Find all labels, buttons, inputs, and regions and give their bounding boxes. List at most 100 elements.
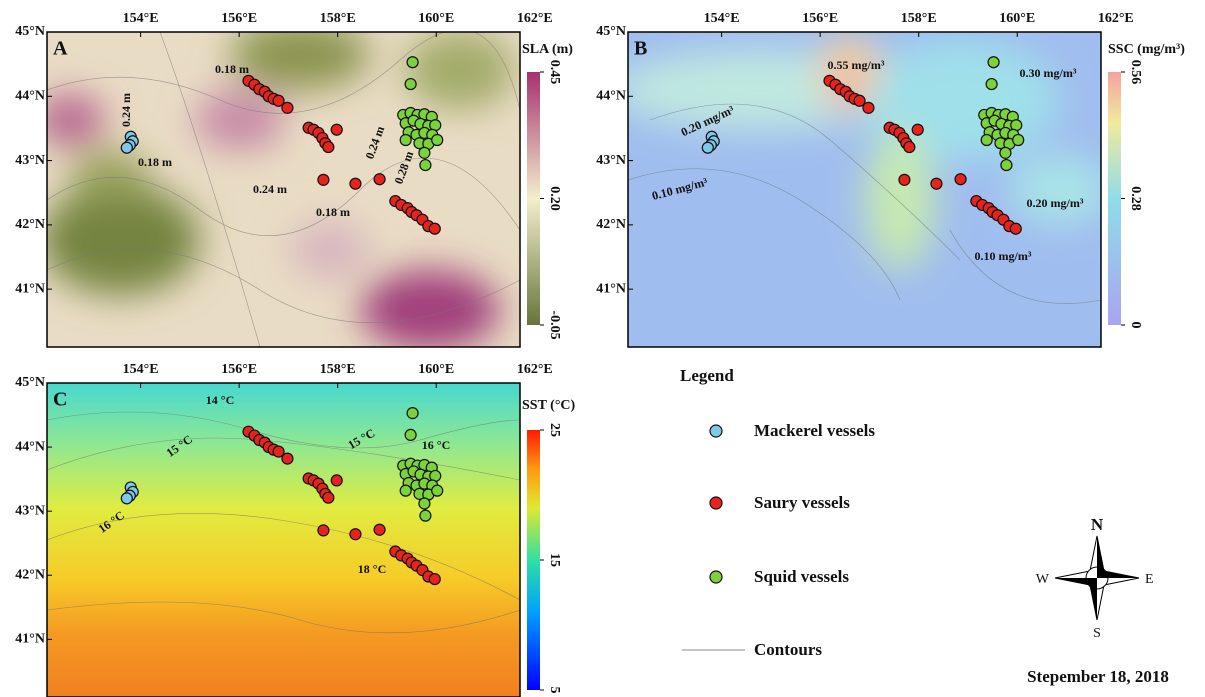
colorbar: [527, 72, 540, 325]
legend-label: Squid vessels: [754, 567, 849, 586]
vessel-point: [323, 142, 334, 153]
vessel-point: [419, 498, 430, 509]
vessel-point: [931, 178, 942, 189]
sst-field: [47, 383, 520, 697]
vessel-point: [702, 142, 713, 153]
lat-tick-label: 45°N: [15, 375, 45, 390]
contour-label: 0.18 m: [138, 155, 172, 169]
lat-tick-label: 43°N: [15, 153, 45, 168]
vessel-point: [432, 135, 443, 146]
vessel-point: [374, 174, 385, 185]
vessel-point: [420, 160, 431, 171]
compass: N S E W: [1036, 515, 1154, 641]
legend-marker: [710, 571, 722, 583]
vessel-point: [400, 135, 411, 146]
contour-label: 0.24 m: [119, 93, 133, 127]
panel-letter: C: [53, 389, 67, 411]
legend-label: Mackerel vessels: [754, 421, 875, 440]
colorbar-label: SLA (m): [522, 42, 573, 57]
colorbar-tick-label: 0.56: [1128, 60, 1143, 85]
legend-marker: [710, 425, 722, 437]
lat-tick-label: 45°N: [596, 24, 626, 39]
lon-tick-label: 156°E: [221, 362, 257, 377]
vessel-point: [400, 485, 411, 496]
lon-tick-label: 160°E: [999, 11, 1035, 26]
colorbar-tick-label: 0.45: [547, 60, 562, 85]
lon-tick-label: 154°E: [123, 11, 159, 26]
legend-contour-label: Contours: [754, 640, 822, 659]
vessel-point: [419, 147, 430, 158]
vessel-point: [420, 510, 431, 521]
contour-label: 0.20 mg/m³: [1027, 196, 1084, 210]
vessel-point: [282, 453, 293, 464]
vessel-point: [318, 174, 329, 185]
vessel-point: [350, 178, 361, 189]
panel-letter: B: [634, 38, 647, 60]
vessel-point: [981, 135, 992, 146]
vessel-point: [350, 529, 361, 540]
colorbar-label: SSC (mg/m³): [1108, 42, 1185, 57]
lon-tick-label: 162°E: [517, 11, 553, 26]
lon-tick-label: 162°E: [517, 362, 553, 377]
contour-label: 0.55 mg/m³: [828, 58, 885, 72]
legend-marker: [710, 497, 722, 509]
lon-tick-label: 160°E: [418, 11, 454, 26]
colorbar-tick-label: 5: [547, 687, 562, 694]
lon-tick-label: 156°E: [802, 11, 838, 26]
colorbar-tick-label: 0: [1128, 322, 1143, 329]
vessel-point: [121, 142, 132, 153]
vessel-point: [863, 102, 874, 113]
compass-w: W: [1036, 572, 1050, 587]
vessel-point: [1000, 147, 1011, 158]
colorbar: [527, 430, 540, 690]
vessel-point: [282, 102, 293, 113]
contour-label: 16 °C: [422, 438, 450, 452]
vessel-point: [986, 79, 997, 90]
vessel-point: [407, 57, 418, 68]
lat-tick-label: 41°N: [15, 632, 45, 647]
lat-tick-label: 43°N: [596, 153, 626, 168]
lat-tick-label: 42°N: [596, 217, 626, 232]
vessel-point: [1001, 160, 1012, 171]
contour-label: 0.10 mg/m³: [975, 249, 1032, 263]
lon-tick-label: 160°E: [418, 362, 454, 377]
compass-s: S: [1093, 626, 1101, 641]
contour-label: 0.30 mg/m³: [1020, 66, 1077, 80]
contour-label: 14 °C: [206, 393, 234, 407]
vessel-point: [121, 493, 132, 504]
contour-label: 0.18 m: [316, 205, 350, 219]
compass-n: N: [1091, 515, 1104, 534]
colorbar-tick-label: -0.05: [547, 310, 562, 339]
lat-tick-label: 42°N: [15, 567, 45, 582]
vessel-point: [323, 492, 334, 503]
lat-tick-label: 45°N: [15, 24, 45, 39]
lon-tick-label: 156°E: [221, 11, 257, 26]
lat-tick-label: 43°N: [15, 503, 45, 518]
legend-label: Saury vessels: [754, 493, 850, 512]
contour-label: 0.24 m: [253, 182, 287, 196]
lon-tick-label: 158°E: [901, 11, 937, 26]
lon-tick-label: 158°E: [320, 362, 356, 377]
vessel-point: [331, 475, 342, 486]
lat-tick-label: 42°N: [15, 217, 45, 232]
vessel-point: [988, 57, 999, 68]
colorbar-tick-label: 25: [547, 423, 562, 437]
lat-tick-label: 41°N: [596, 281, 626, 296]
vessel-point: [1013, 135, 1024, 146]
colorbar-tick-label: 0.20: [547, 186, 562, 211]
vessel-point: [429, 574, 440, 585]
vessel-point: [374, 524, 385, 535]
colorbar: [1108, 72, 1121, 325]
lat-tick-label: 44°N: [15, 89, 45, 104]
vessel-point: [912, 124, 923, 135]
vessel-point: [432, 485, 443, 496]
vessel-point: [318, 525, 329, 536]
vessel-point: [429, 223, 440, 234]
compass-e: E: [1145, 572, 1154, 587]
lat-tick-label: 41°N: [15, 281, 45, 296]
vessel-point: [405, 429, 416, 440]
date: Stepember 18, 2018: [1027, 667, 1169, 686]
vessel-point: [407, 408, 418, 419]
vessel-point: [1010, 223, 1021, 234]
colorbar-label: SST (°C): [522, 398, 576, 413]
